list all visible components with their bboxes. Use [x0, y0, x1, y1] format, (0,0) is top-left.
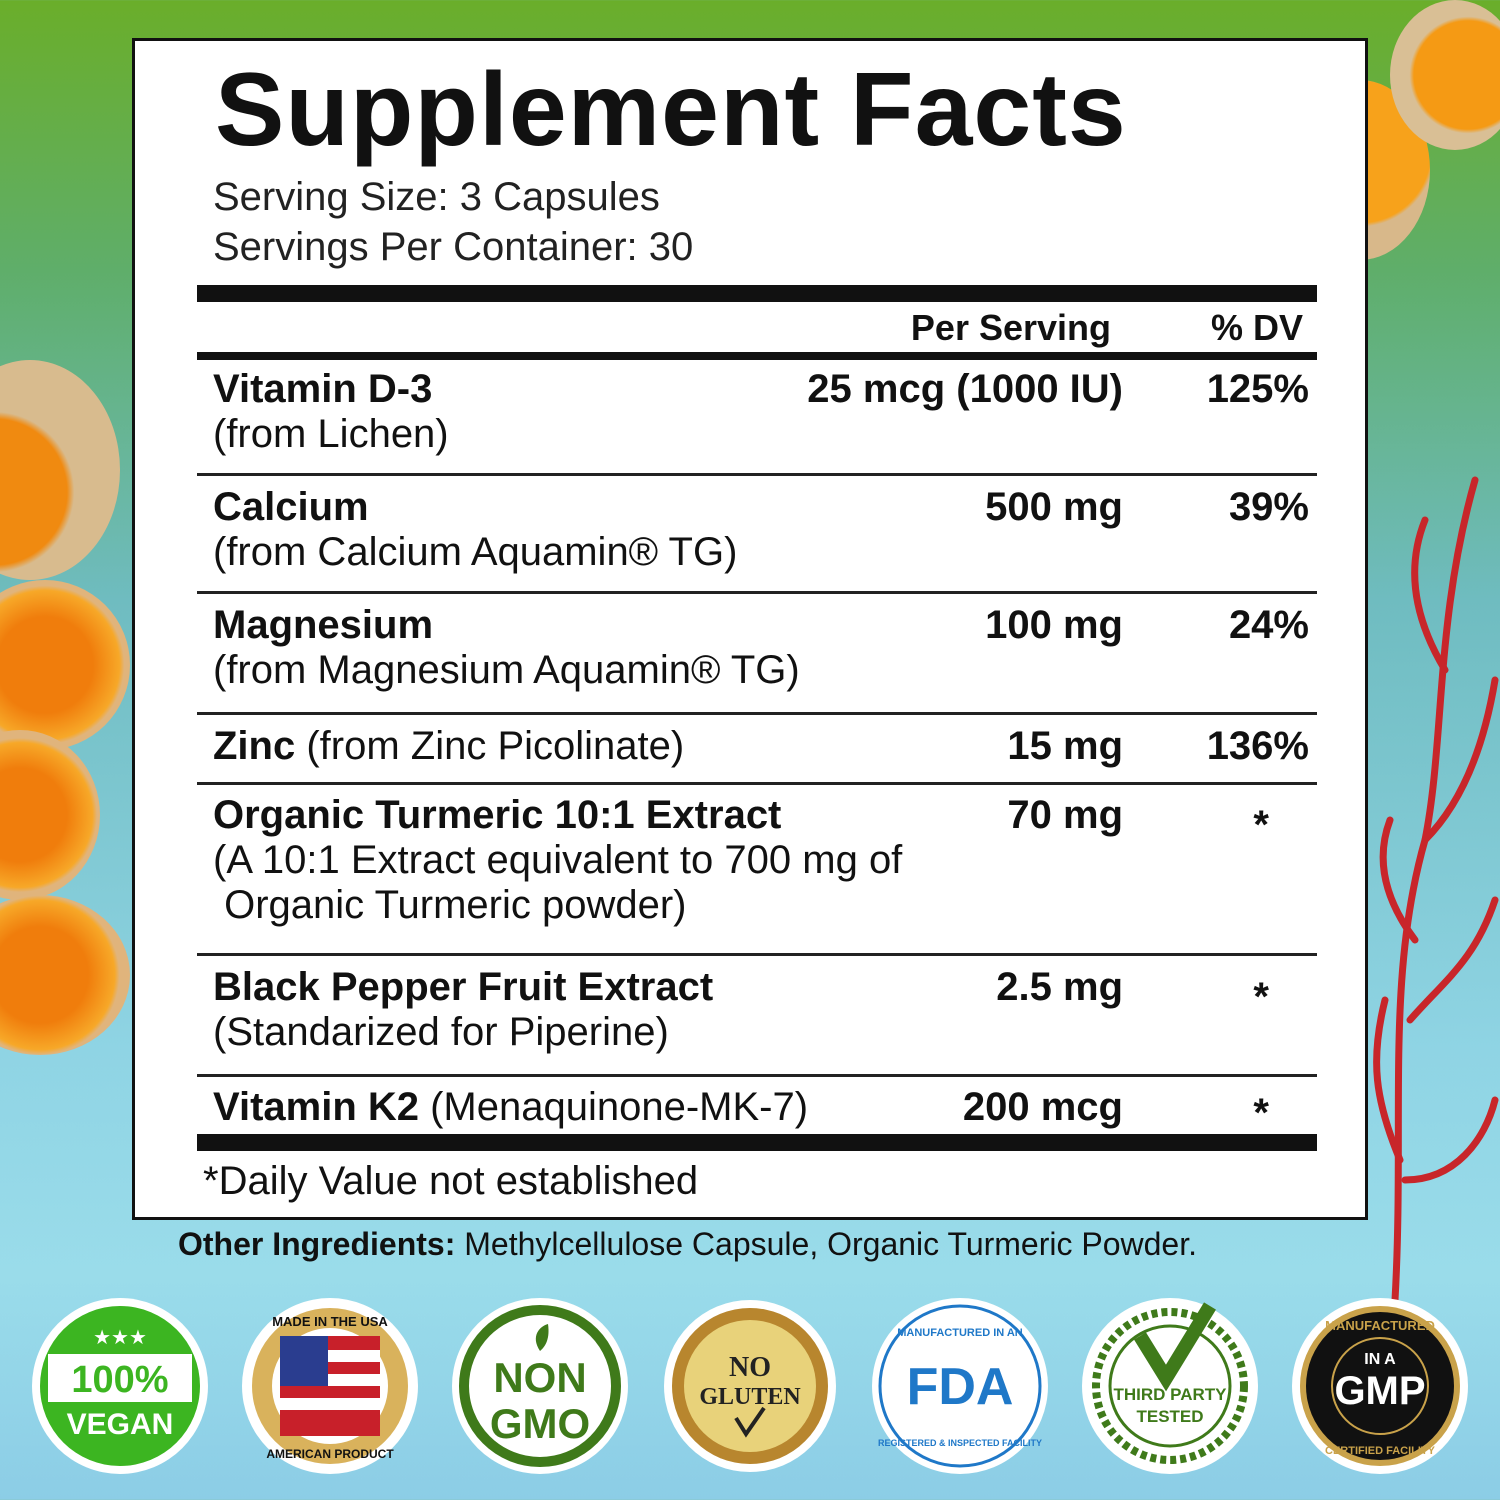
nutrient-row: Vitamin D-3 (from Lichen)	[213, 367, 449, 456]
divider-medium	[197, 352, 1317, 360]
svg-text:THIRD PARTY: THIRD PARTY	[1113, 1385, 1227, 1404]
svg-text:★★★: ★★★	[93, 1327, 147, 1349]
row-divider	[197, 591, 1317, 594]
svg-text:GMP: GMP	[1334, 1369, 1425, 1413]
made-in-usa-badge-icon: MADE IN THE USA AMERICAN PRODUCT	[242, 1298, 418, 1474]
amount: 2.5 mg	[996, 965, 1123, 1009]
nutrient-row: Zinc (from Zinc Picolinate)	[213, 724, 685, 768]
red-seaweed-decoration	[1373, 476, 1499, 1304]
amount: 70 mg	[1007, 793, 1123, 837]
svg-text:GLUTEN: GLUTEN	[699, 1384, 801, 1410]
amount: 500 mg	[985, 485, 1123, 529]
panel-title: Supplement Facts	[215, 52, 1127, 168]
servings-per-container: Servings Per Container: 30	[213, 225, 694, 269]
svg-text:REGISTERED & INSPECTED FACILIT: REGISTERED & INSPECTED FACILITY	[878, 1438, 1042, 1448]
vegan-badge-icon: 100% VEGAN ★★★	[32, 1298, 208, 1474]
row-divider	[197, 782, 1317, 785]
other-ingredients: Other Ingredients: Methylcellulose Capsu…	[178, 1226, 1197, 1262]
turmeric-root-decoration	[1390, 0, 1500, 150]
daily-value: 125%	[1206, 367, 1309, 411]
third-party-tested-badge-icon: THIRD PARTY TESTED	[1082, 1298, 1258, 1474]
svg-text:CERTIFIED FACILITY: CERTIFIED FACILITY	[1325, 1445, 1436, 1457]
turmeric-slice-decoration	[0, 730, 100, 900]
daily-value: *	[1253, 803, 1269, 847]
nutrient-row: Calcium (from Calcium Aquamin® TG)	[213, 485, 738, 574]
turmeric-slice-decoration	[0, 895, 130, 1055]
nutrient-row: Black Pepper Fruit Extract (Standarized f…	[213, 965, 714, 1054]
row-divider	[197, 1074, 1317, 1077]
gmp-badge-icon: IN A GMP MANUFACTURED CERTIFIED FACILITY	[1292, 1298, 1468, 1474]
amount: 15 mg	[1007, 724, 1123, 768]
svg-text:IN A: IN A	[1364, 1351, 1396, 1368]
serving-size: Serving Size: 3 Capsules	[213, 175, 660, 219]
fda-badge-icon: FDA MANUFACTURED IN AN REGISTERED & INSP…	[872, 1298, 1048, 1474]
non-gmo-badge-icon: NON GMO	[452, 1298, 628, 1474]
svg-text:AMERICAN PRODUCT: AMERICAN PRODUCT	[266, 1447, 394, 1461]
svg-text:NON: NON	[493, 1354, 586, 1401]
amount: 25 mcg (1000 IU)	[807, 367, 1123, 411]
divider-thick	[197, 285, 1317, 302]
row-divider	[197, 712, 1317, 715]
row-divider	[197, 473, 1317, 476]
nutrient-row: Organic Turmeric 10:1 Extract (A 10:1 Ext…	[213, 793, 903, 927]
daily-value: 39%	[1228, 485, 1309, 529]
svg-text:100%: 100%	[71, 1359, 168, 1401]
daily-value: *	[1253, 975, 1269, 1019]
nutrient-row: Magnesium (from Magnesium Aquamin® TG)	[213, 603, 800, 692]
nutrient-row: Vitamin K2 (Menaquinone-MK-7)	[213, 1085, 809, 1129]
svg-text:MANUFACTURED: MANUFACTURED	[1325, 1318, 1435, 1333]
daily-value: 136%	[1206, 724, 1309, 768]
svg-text:FDA: FDA	[907, 1358, 1014, 1416]
daily-value: *	[1253, 1091, 1269, 1135]
footnote: *Daily Value not established	[203, 1159, 699, 1203]
svg-text:NO: NO	[729, 1352, 771, 1383]
svg-text:MADE IN THE USA: MADE IN THE USA	[272, 1314, 388, 1329]
svg-text:VEGAN: VEGAN	[67, 1408, 174, 1441]
amount: 200 mcg	[962, 1085, 1123, 1129]
header-dv: % DV	[1210, 307, 1303, 348]
svg-text:TESTED: TESTED	[1136, 1407, 1203, 1426]
amount: 100 mg	[985, 603, 1123, 647]
supplement-facts-panel: Supplement Facts Serving Size: 3 Capsule…	[132, 38, 1368, 1220]
turmeric-slice-decoration	[0, 360, 120, 580]
no-gluten-badge-icon: NO GLUTEN	[664, 1300, 836, 1472]
daily-value: 24%	[1228, 603, 1309, 647]
header-per-serving: Per Serving	[910, 307, 1111, 348]
divider-thick	[197, 1134, 1317, 1151]
turmeric-slice-decoration	[0, 580, 130, 750]
svg-text:GMO: GMO	[490, 1400, 590, 1447]
row-divider	[197, 953, 1317, 956]
svg-text:MANUFACTURED IN AN: MANUFACTURED IN AN	[897, 1327, 1023, 1339]
